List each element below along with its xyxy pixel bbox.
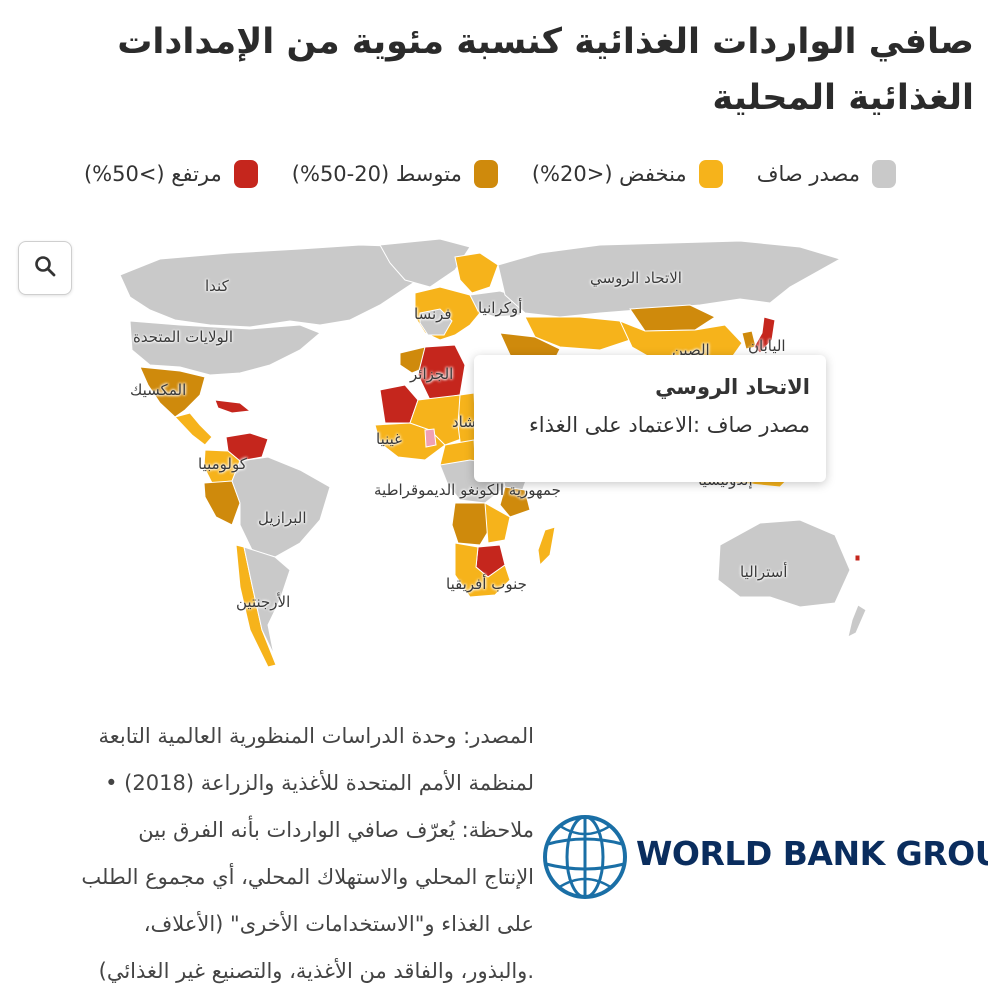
country-brazil[interactable] <box>231 456 331 558</box>
legend-label-high: مرتفع (>50%) <box>83 162 222 186</box>
country-argentina[interactable] <box>243 546 291 656</box>
label-drc: جمهورية الكونغو الديموقراطية <box>374 481 561 499</box>
country-japan[interactable] <box>753 316 776 354</box>
source-line: .والبذور، والفاقد من الأغذية، والتصنيع غ… <box>98 959 534 983</box>
label-france: فرنسا <box>414 305 452 323</box>
legend-swatch-high <box>233 160 258 188</box>
world-bank-logo-text: WORLD BANK GROUP <box>636 834 988 873</box>
country-caribbean[interactable] <box>214 399 252 414</box>
country-france[interactable] <box>419 308 453 336</box>
source-note: المصدر: وحدة الدراسات المنظورية العالمية… <box>14 713 534 995</box>
search-icon <box>34 255 56 281</box>
country-mexico[interactable] <box>139 366 206 418</box>
label-russia: الاتحاد الروسي <box>590 269 682 287</box>
label-japan: اليابان <box>748 337 786 355</box>
label-algeria: الجزائر <box>410 365 454 383</box>
label-china: الصين <box>672 341 710 359</box>
legend-swatch-net-exporter <box>872 160 896 188</box>
world-map: كندا الولايات المتحدة المكسيك كولومبيا ا… <box>0 225 988 675</box>
chart-title: صافي الواردات الغذائية كنسبة مئوية من ال… <box>117 22 974 118</box>
label-canada: كندا <box>205 277 229 295</box>
label-argentina: الأرجنتين <box>236 593 291 611</box>
source-line: لمنظمة الأمم المتحدة للأغذية والزراعة (2… <box>105 771 534 795</box>
country-tanzania[interactable] <box>499 486 531 518</box>
country-australia[interactable] <box>717 519 851 608</box>
country-central-america[interactable] <box>174 412 213 446</box>
legend-item-high[interactable]: مرتفع (>50%) <box>84 160 258 188</box>
world-bank-logo: WORLD BANK GROUP <box>540 812 988 902</box>
country-scandinavia[interactable] <box>454 252 499 294</box>
label-south-africa: جنوب أفريقيا <box>446 575 527 593</box>
source-line: ملاحظة: يُعرّف صافي الواردات بأنه الفرق … <box>138 818 534 842</box>
legend-label-low: منخفض (<20%) <box>531 162 687 186</box>
country-canada[interactable] <box>119 244 441 328</box>
country-usa[interactable] <box>129 320 321 376</box>
source-line: المصدر: وحدة الدراسات المنظورية العالمية… <box>98 724 534 748</box>
country-new-zealand[interactable] <box>847 604 867 638</box>
country-russia[interactable] <box>497 240 842 318</box>
legend-label-net-exporter: مصدر صاف <box>756 162 860 186</box>
country-highlight-pink[interactable] <box>424 428 437 448</box>
map-svg <box>119 238 867 668</box>
label-mexico: المكسيك <box>130 381 187 399</box>
country-zambia[interactable] <box>484 502 511 544</box>
country-greenland[interactable] <box>379 238 471 288</box>
country-mongolia[interactable] <box>629 304 717 332</box>
country-south-africa[interactable] <box>454 542 511 598</box>
country-pacific-islands[interactable] <box>854 554 861 562</box>
source-line: على الغذاء و"الاستخدامات الأخرى" (الأعلا… <box>143 912 534 936</box>
legend-item-net-exporter[interactable]: مصدر صاف <box>757 160 896 188</box>
label-chad: تشاد <box>452 413 481 431</box>
legend: مصدر صاف منخفض (<20%) متوسط (20-50%) مرت… <box>46 156 896 192</box>
legend-item-medium[interactable]: متوسط (20-50%) <box>292 160 498 188</box>
source-line: الإنتاج المحلي والاستهلاك المحلي، أي مجم… <box>81 865 534 889</box>
tooltip-body: مصدر صاف :الاعتماد على الغذاء <box>528 413 810 437</box>
label-colombia: كولومبيا <box>198 455 247 473</box>
legend-label-medium: متوسط (20-50%) <box>291 162 462 186</box>
label-brazil: البرازيل <box>258 509 307 527</box>
legend-swatch-medium <box>473 160 498 188</box>
legend-swatch-low <box>698 160 723 188</box>
country-madagascar[interactable] <box>537 526 556 567</box>
label-ukraine: أوكرانيا <box>478 299 523 317</box>
label-australia: أستراليا <box>740 563 788 581</box>
search-button[interactable] <box>18 241 72 295</box>
label-usa: الولايات المتحدة <box>133 328 234 346</box>
label-guinea: غينيا <box>376 430 402 448</box>
map-tooltip: الاتحاد الروسي مصدر صاف :الاعتماد على ال… <box>474 355 826 482</box>
tooltip-title: الاتحاد الروسي <box>655 375 810 399</box>
legend-item-low[interactable]: منخفض (<20%) <box>532 160 723 188</box>
